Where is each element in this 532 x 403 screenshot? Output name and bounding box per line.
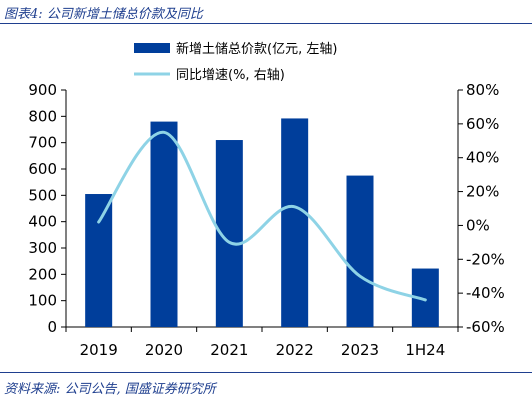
title-rule	[0, 23, 532, 24]
y-right-tick-label: 20%	[466, 183, 499, 201]
legend-line-label: 同比增速(%, 右轴)	[176, 68, 285, 83]
tick-labels: 0 100 200 300 400 500 600 700 800 900 -60% -40% -20%…	[28, 81, 504, 359]
figure-title: 图表4: 公司新增土储总价款及同比	[4, 7, 203, 22]
y-right-tick-label: -60%	[466, 318, 505, 336]
x-tick-label: 2019	[80, 341, 118, 359]
y-left-tick-label: 600	[28, 160, 57, 178]
y-right-tick-label: 0%	[466, 216, 490, 234]
bar	[150, 121, 178, 327]
y-left-tick-label: 100	[28, 292, 57, 310]
bar	[281, 118, 309, 327]
bar-series	[85, 118, 439, 327]
y-right-tick-label: -20%	[466, 250, 505, 268]
y-left-tick-label: 300	[28, 239, 57, 257]
y-left-tick-label: 800	[28, 107, 57, 125]
x-tick-label: 2021	[210, 341, 248, 359]
x-tick-label: 2023	[341, 341, 379, 359]
y-left-tick-label: 700	[28, 134, 57, 152]
y-right-tick-label: -40%	[466, 284, 505, 302]
y-left-tick-label: 400	[28, 213, 57, 231]
legend-bar-label: 新增土储总价款(亿元, 左轴)	[176, 41, 337, 57]
y-left-tick-label: 200	[28, 265, 57, 283]
x-tick-label: 2020	[145, 341, 183, 359]
bar	[85, 194, 113, 327]
y-right-tick-label: 40%	[466, 149, 499, 167]
source-rule	[0, 372, 532, 373]
legend-bar-swatch	[134, 43, 170, 53]
source-note: 资料来源: 公司公告, 国盛证券研究所	[4, 382, 216, 397]
y-left-tick-label: 0	[47, 318, 57, 336]
axes	[61, 89, 463, 332]
y-right-tick-label: 60%	[466, 115, 499, 133]
x-tick-label: 2022	[276, 341, 314, 359]
bar	[346, 175, 374, 327]
x-tick-label: 1H24	[405, 341, 445, 359]
y-left-tick-label: 900	[28, 81, 57, 99]
legend: 新增土储总价款(亿元, 左轴) 同比增速(%, 右轴)	[134, 41, 337, 83]
line-series	[97, 130, 427, 302]
y-right-tick-label: 80%	[466, 81, 499, 99]
growth-line	[97, 130, 427, 302]
y-left-tick-label: 500	[28, 186, 57, 204]
